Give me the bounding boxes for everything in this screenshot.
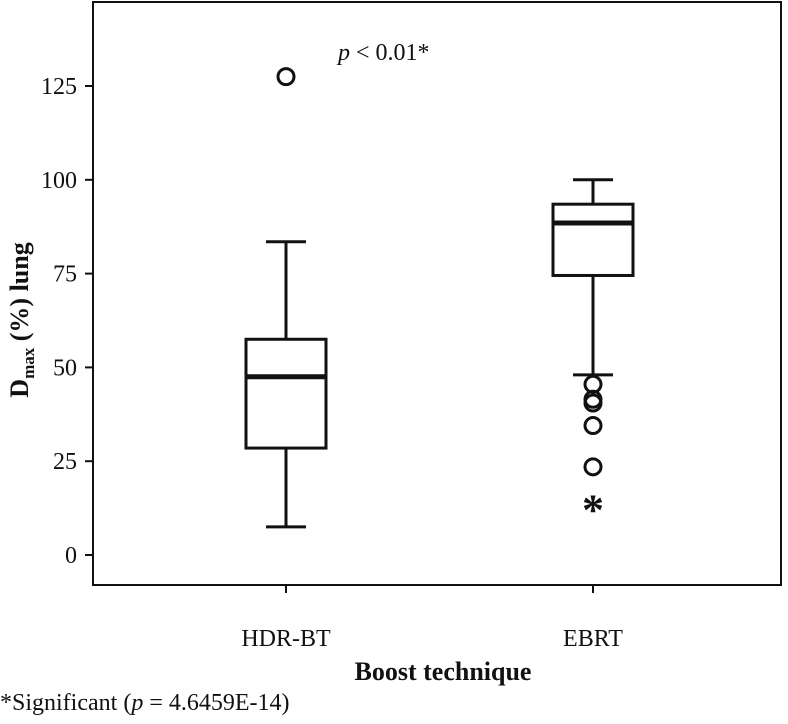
y-tick-label: 125 [41,74,77,100]
outlier-point [276,67,296,87]
y-tick-label: 25 [53,449,77,475]
y-tick-label: 50 [53,355,77,381]
extreme-point: * [582,485,604,534]
p-value-annotation: p < 0.01* [336,40,430,66]
x-tick-label: EBRT [563,626,623,652]
y-axis-title: Dmax (%) lung [5,242,38,397]
outlier-point [583,457,603,477]
outlier-point [583,416,603,436]
iqr-box [551,202,635,277]
y-tick-label: 100 [41,168,77,194]
outlier-point [583,393,603,413]
box-plot: 0 25 50 75 100 125 HDR-BT EBRT * Dmax (%) lung… [5,1,782,686]
y-tick-label: 75 [53,262,77,288]
x-axis-title: Boost technique [355,657,532,686]
y-tick-label: 0 [65,543,77,569]
significance-footnote: *Significant (p = 4.6459E-14) [0,690,290,716]
x-tick-label: HDR-BT [241,626,331,652]
box-hdr-bt [244,67,328,529]
box-ebrt: * [551,178,635,534]
iqr-box [244,337,328,450]
plot-area-frame [92,1,782,586]
